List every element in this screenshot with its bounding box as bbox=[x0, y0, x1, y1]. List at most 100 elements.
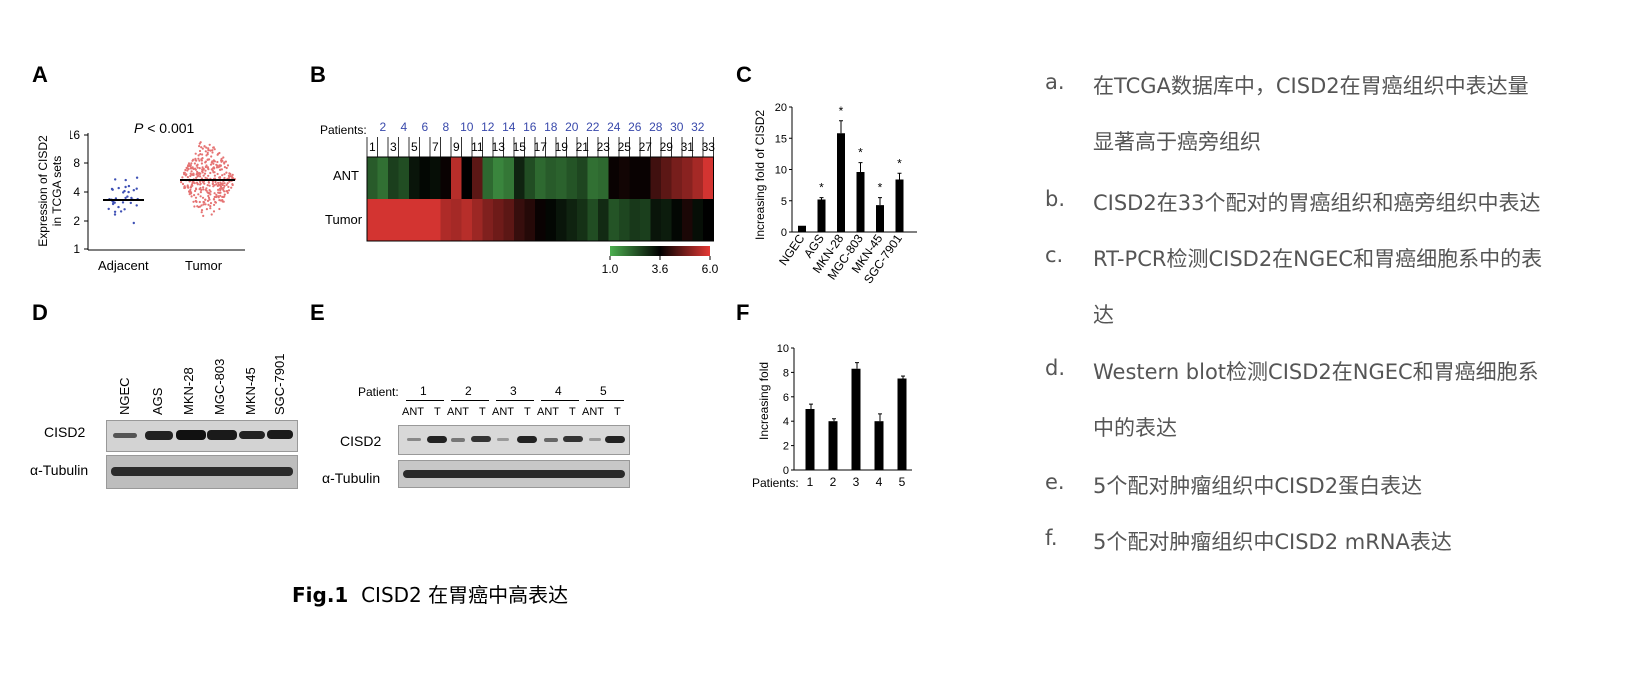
panel-f-ytick-label: 0 bbox=[783, 465, 789, 477]
adjacent-dot bbox=[113, 210, 117, 213]
tumor-dot bbox=[213, 174, 216, 177]
caption-text: CISD2 在胃癌中高表达 bbox=[361, 583, 569, 607]
panel-a-dotplot: 16 8 4 2 1 bbox=[70, 128, 245, 256]
caption-figure-number: Fig.1 bbox=[292, 583, 349, 607]
tumor-dot bbox=[198, 180, 202, 183]
tumor-dot bbox=[208, 184, 211, 187]
panel-a-ytick: 1 bbox=[73, 242, 80, 256]
heatmap-cell bbox=[545, 199, 557, 241]
heatmap-odd-patient-number: 17 bbox=[534, 140, 548, 154]
heatmap-odd-patient-number: 33 bbox=[702, 140, 716, 154]
tumor-dot bbox=[208, 189, 211, 192]
blot-e-patient-number: 1 bbox=[420, 384, 427, 398]
panel-f-ytick-label: 8 bbox=[783, 367, 789, 379]
blot-e-patient-number: 3 bbox=[510, 384, 517, 398]
heatmap-cell bbox=[703, 157, 714, 199]
tumor-dot bbox=[228, 172, 231, 175]
panel-c-bar bbox=[876, 205, 884, 232]
tumor-dot bbox=[199, 183, 202, 186]
heatmap-cell bbox=[430, 157, 441, 199]
blot-e-lane-ant: ANT bbox=[582, 406, 604, 418]
tumor-dot bbox=[214, 201, 217, 204]
heatmap-cell bbox=[650, 199, 662, 241]
tumor-dot bbox=[204, 188, 207, 191]
tumor-dot bbox=[228, 180, 231, 183]
tumor-dot bbox=[201, 153, 204, 156]
tumor-dot bbox=[192, 158, 195, 161]
heatmap-cell bbox=[419, 199, 431, 241]
tumor-dot bbox=[204, 160, 207, 163]
panel-f-category-label: 5 bbox=[899, 475, 906, 489]
tumor-dot bbox=[198, 159, 201, 162]
heatmap-odd-patient-number: 5 bbox=[411, 140, 418, 154]
tumor-dot bbox=[231, 173, 234, 176]
heatmap-cell bbox=[619, 199, 630, 241]
tumor-dot bbox=[220, 159, 223, 162]
blot-e-lane-t: T bbox=[434, 406, 441, 418]
heatmap-cell bbox=[650, 157, 662, 199]
tumor-dot bbox=[212, 162, 215, 165]
heatmap-cell bbox=[608, 157, 620, 199]
adjacent-dot bbox=[127, 184, 131, 188]
heatmap-cell bbox=[377, 157, 389, 199]
tumor-dot bbox=[202, 167, 205, 171]
heatmap-odd-patient-number: 9 bbox=[453, 140, 460, 154]
heatmap-cell bbox=[587, 199, 599, 241]
heatmap-cell bbox=[556, 157, 567, 199]
tumor-dot bbox=[218, 187, 221, 190]
tumor-dot bbox=[209, 202, 213, 205]
legend-letter: f. bbox=[1045, 526, 1058, 550]
heatmap-row-label-tumor: Tumor bbox=[325, 212, 363, 227]
tumor-dot bbox=[192, 172, 195, 175]
panel-f-ytick-label: 4 bbox=[783, 416, 789, 428]
panel-a-ylabel: Expression of CISD2 in TCGA sets bbox=[36, 126, 64, 256]
panel-a-pvalue: P < 0.001 bbox=[134, 120, 194, 136]
tumor-dot bbox=[225, 183, 228, 186]
panel-f-ylabel: Increasing fold bbox=[757, 361, 771, 440]
tumor-dot bbox=[197, 174, 200, 177]
heatmap-cell bbox=[440, 157, 452, 199]
tumor-dot bbox=[213, 160, 216, 163]
heatmap-cell bbox=[493, 157, 504, 199]
adjacent-dot bbox=[135, 176, 139, 179]
heatmap-cell bbox=[629, 157, 641, 199]
tumor-dot bbox=[187, 167, 190, 171]
blot-e-lane-ant: ANT bbox=[492, 406, 514, 418]
tumor-dot bbox=[197, 205, 200, 209]
heatmap-cell bbox=[367, 157, 378, 199]
tumor-dot bbox=[197, 193, 200, 196]
tumor-dot bbox=[203, 172, 207, 175]
heatmap-cell bbox=[409, 157, 420, 199]
tumor-dot bbox=[210, 213, 213, 216]
tumor-dot bbox=[194, 167, 197, 170]
tumor-dot bbox=[199, 172, 202, 175]
blot-e-patient-underline bbox=[586, 400, 624, 401]
heatmap-cell bbox=[388, 157, 399, 199]
heatmap-cell bbox=[566, 157, 578, 199]
adjacent-dot bbox=[124, 185, 127, 189]
heatmap-cell bbox=[661, 199, 672, 241]
tumor-dot bbox=[223, 173, 226, 176]
heatmap-scale-label: 1.0 bbox=[602, 262, 619, 276]
panel-label-b: B bbox=[310, 62, 326, 87]
tumor-dot bbox=[183, 171, 186, 174]
tumor-dot bbox=[196, 170, 199, 173]
tumor-dot bbox=[218, 191, 221, 194]
tumor-dot bbox=[180, 181, 183, 184]
heatmap-patients-label: Patients: bbox=[320, 123, 367, 137]
heatmap-even-patient-number: 12 bbox=[481, 120, 495, 134]
tumor-dot bbox=[207, 158, 210, 161]
tumor-dot bbox=[199, 153, 202, 156]
heatmap-cell bbox=[598, 157, 609, 199]
adjacent-dot bbox=[114, 178, 117, 181]
panel-a-ytick: 4 bbox=[73, 185, 80, 199]
tumor-dot bbox=[189, 174, 192, 178]
blot-e-lane-t: T bbox=[614, 406, 621, 418]
blot-e-patient-underline bbox=[541, 400, 579, 401]
legend-text: Western blot检测CISD2在NGEC和胃癌细胞系 bbox=[1093, 360, 1539, 384]
tumor-dot bbox=[218, 165, 221, 168]
tumor-dot bbox=[227, 189, 231, 192]
blot-d-cisd2 bbox=[106, 420, 298, 452]
tumor-dot bbox=[200, 162, 203, 165]
heatmap-cell bbox=[377, 199, 389, 241]
